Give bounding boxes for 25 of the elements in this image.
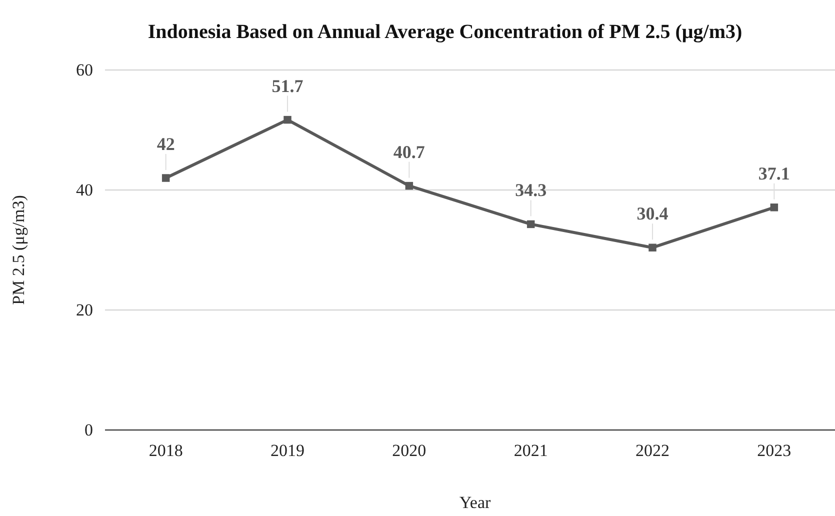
x-tick-label: 2023 — [757, 441, 792, 460]
x-tick-label: 2021 — [514, 441, 548, 460]
x-tick-label: 2019 — [270, 441, 304, 460]
x-tick-label: 2020 — [392, 441, 426, 460]
point — [162, 174, 170, 182]
point — [526, 220, 535, 228]
y-tick-label: 0 — [84, 420, 93, 440]
x-tick-label: 2022 — [636, 441, 670, 460]
data-label: 51.7 — [272, 76, 304, 96]
data-label: 30.4 — [636, 204, 668, 224]
data-label: 34.3 — [515, 180, 547, 200]
data-label: 37.1 — [758, 163, 790, 184]
point — [284, 116, 292, 124]
y-tick-label: 60 — [76, 60, 93, 80]
point — [405, 182, 414, 190]
y-axis-title: PM 2.5 (μg/m3) — [9, 195, 28, 305]
x-axis-title: Year — [459, 493, 491, 512]
point — [770, 204, 778, 212]
point — [648, 244, 656, 252]
y-tick-label: 40 — [76, 180, 93, 200]
chart-title: Indonesia Based on Annual Average Concentration of PM 2.5 (μg/m3) — [148, 21, 742, 43]
y-tick-label: 20 — [76, 300, 93, 320]
data-label: 40.7 — [393, 142, 425, 162]
data-label: 42 — [156, 134, 175, 154]
x-tick-label: 2018 — [148, 441, 183, 460]
